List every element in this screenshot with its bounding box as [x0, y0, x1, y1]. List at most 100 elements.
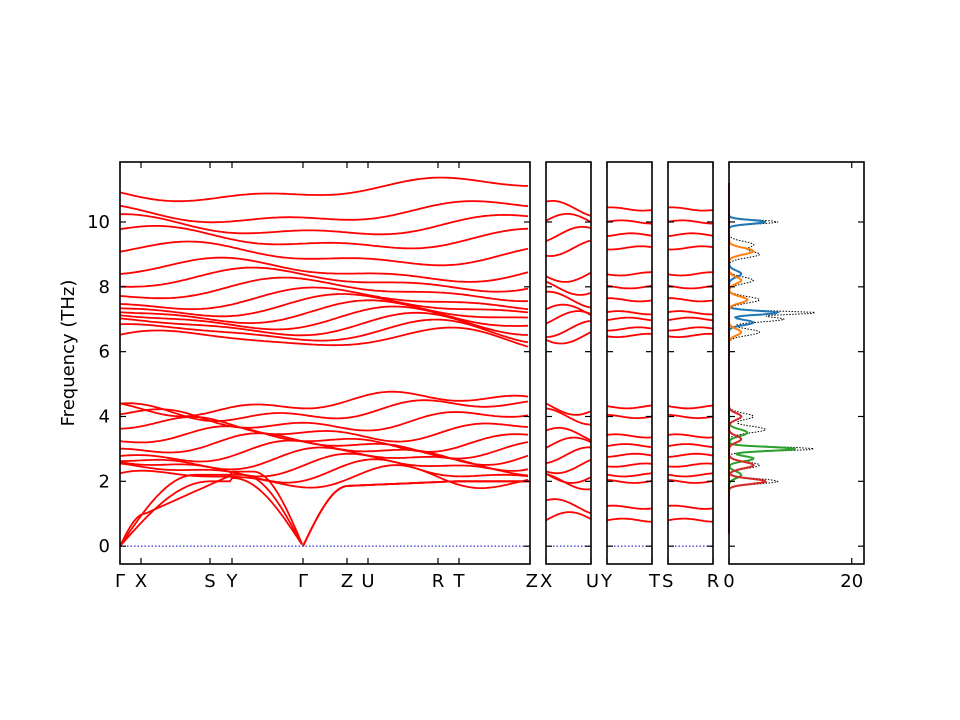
band-line-75 — [667, 504, 714, 510]
band-structure-lines — [119, 176, 714, 547]
band-line-33 — [545, 498, 592, 515]
band-line-42 — [545, 331, 592, 345]
band-line-79 — [668, 452, 714, 458]
band-line-49 — [545, 239, 592, 257]
band-line-59 — [606, 443, 653, 448]
x-tick-label-high-symmetry-point: Z — [526, 571, 538, 592]
band-line-60 — [606, 433, 653, 439]
y-tick-label: 0 — [99, 536, 110, 557]
band-line-90 — [667, 271, 713, 277]
band-line-74 — [667, 517, 714, 523]
band-line-38 — [545, 436, 592, 449]
band-line-34 — [545, 473, 592, 491]
band-line-11 — [120, 432, 529, 460]
band-line-87 — [667, 310, 714, 316]
dos-curves — [728, 183, 816, 534]
x-tick-label-high-symmetry-point: R — [432, 571, 445, 592]
band-line-83 — [667, 404, 714, 410]
band-line-73 — [606, 206, 653, 212]
band-line-20 — [119, 305, 528, 331]
band-line-93 — [667, 219, 713, 225]
band-panel-frame-2 — [606, 161, 653, 565]
band-line-16 — [119, 390, 529, 418]
dos-partial-curve-p4 — [728, 183, 768, 534]
band-line-86 — [667, 316, 714, 322]
band-line-52 — [545, 200, 592, 217]
band-line-8 — [119, 452, 529, 478]
x-tick-label-high-symmetry-point: X — [135, 571, 147, 592]
band-line-40 — [545, 407, 591, 426]
band-line-22 — [119, 293, 529, 318]
band-line-47 — [545, 280, 592, 296]
band-panel-frame-1 — [545, 161, 592, 565]
x-tick-label-high-symmetry-point: T — [648, 571, 661, 592]
y-tick-label: 6 — [99, 342, 110, 363]
band-line-57 — [606, 462, 653, 468]
band-line-0 — [119, 477, 303, 547]
band-line-77 — [667, 472, 714, 478]
band-line-32 — [545, 511, 592, 521]
band-line-94 — [667, 206, 714, 212]
band-line-15 — [119, 399, 529, 423]
x-tick-label-high-symmetry-point: S — [204, 571, 215, 592]
y-axis-label: Frequency (THz) — [58, 280, 79, 427]
band-line-31 — [119, 176, 529, 203]
x-tick-label-high-symmetry-point: Y — [600, 571, 613, 592]
band-line-13 — [119, 415, 529, 443]
band-line-62 — [606, 404, 653, 410]
x-tick-label-high-symmetry-point: X — [540, 571, 552, 592]
band-line-72 — [606, 219, 652, 225]
x-tick-label-high-symmetry-point: Z — [341, 571, 353, 592]
x-tick-label-high-symmetry-point: Y — [226, 571, 239, 592]
band-panel-frame-3 — [667, 161, 714, 565]
band-line-41 — [545, 402, 592, 416]
band-line-21 — [119, 299, 528, 324]
band-line-69 — [606, 271, 652, 277]
y-tick-label: 4 — [99, 406, 110, 427]
band-line-61 — [607, 414, 653, 419]
band-line-37 — [545, 446, 592, 465]
band-line-91 — [668, 245, 714, 251]
band-line-43 — [545, 320, 592, 338]
band-line-28 — [119, 225, 529, 250]
band-line-36 — [545, 458, 592, 475]
x-tick-label-high-symmetry-point: T — [453, 571, 466, 592]
band-line-65 — [606, 316, 653, 322]
band-line-30 — [119, 200, 529, 224]
x-tick-label-high-symmetry-point: U — [361, 571, 374, 592]
band-line-4 — [119, 470, 303, 547]
band-line-26 — [119, 256, 529, 283]
band-line-29 — [120, 213, 529, 236]
dos-x-tick-label: 20 — [840, 571, 863, 592]
band-panel-frame-0 — [119, 161, 531, 565]
band-line-24 — [119, 276, 529, 303]
y-tick-label: 10 — [87, 212, 110, 233]
band-line-88 — [668, 297, 714, 303]
band-line-85 — [668, 326, 714, 332]
x-tick-label-high-symmetry-point: Γ — [298, 571, 308, 592]
band-line-67 — [607, 297, 653, 303]
band-line-39 — [545, 426, 592, 442]
band-line-70 — [607, 245, 653, 251]
dos-partial-curve-p1 — [728, 183, 781, 534]
x-tick-label-high-symmetry-point: Γ — [115, 571, 125, 592]
band-line-12 — [119, 425, 529, 453]
band-line-50 — [545, 225, 592, 242]
band-line-45 — [545, 303, 592, 316]
band-line-6 — [119, 464, 529, 489]
band-line-80 — [667, 443, 714, 448]
band-line-7 — [119, 458, 529, 484]
band-line-82 — [668, 414, 714, 419]
band-line-54 — [606, 504, 653, 510]
band-line-58 — [607, 452, 653, 458]
axis-ticks — [119, 162, 864, 564]
band-line-27 — [119, 240, 529, 267]
x-tick-label-high-symmetry-point: U — [586, 571, 599, 592]
band-line-84 — [667, 332, 713, 338]
band-line-23 — [119, 286, 529, 311]
x-tick-label-high-symmetry-point: S — [662, 571, 673, 592]
band-line-48 — [545, 271, 592, 283]
band-line-78 — [667, 462, 714, 468]
